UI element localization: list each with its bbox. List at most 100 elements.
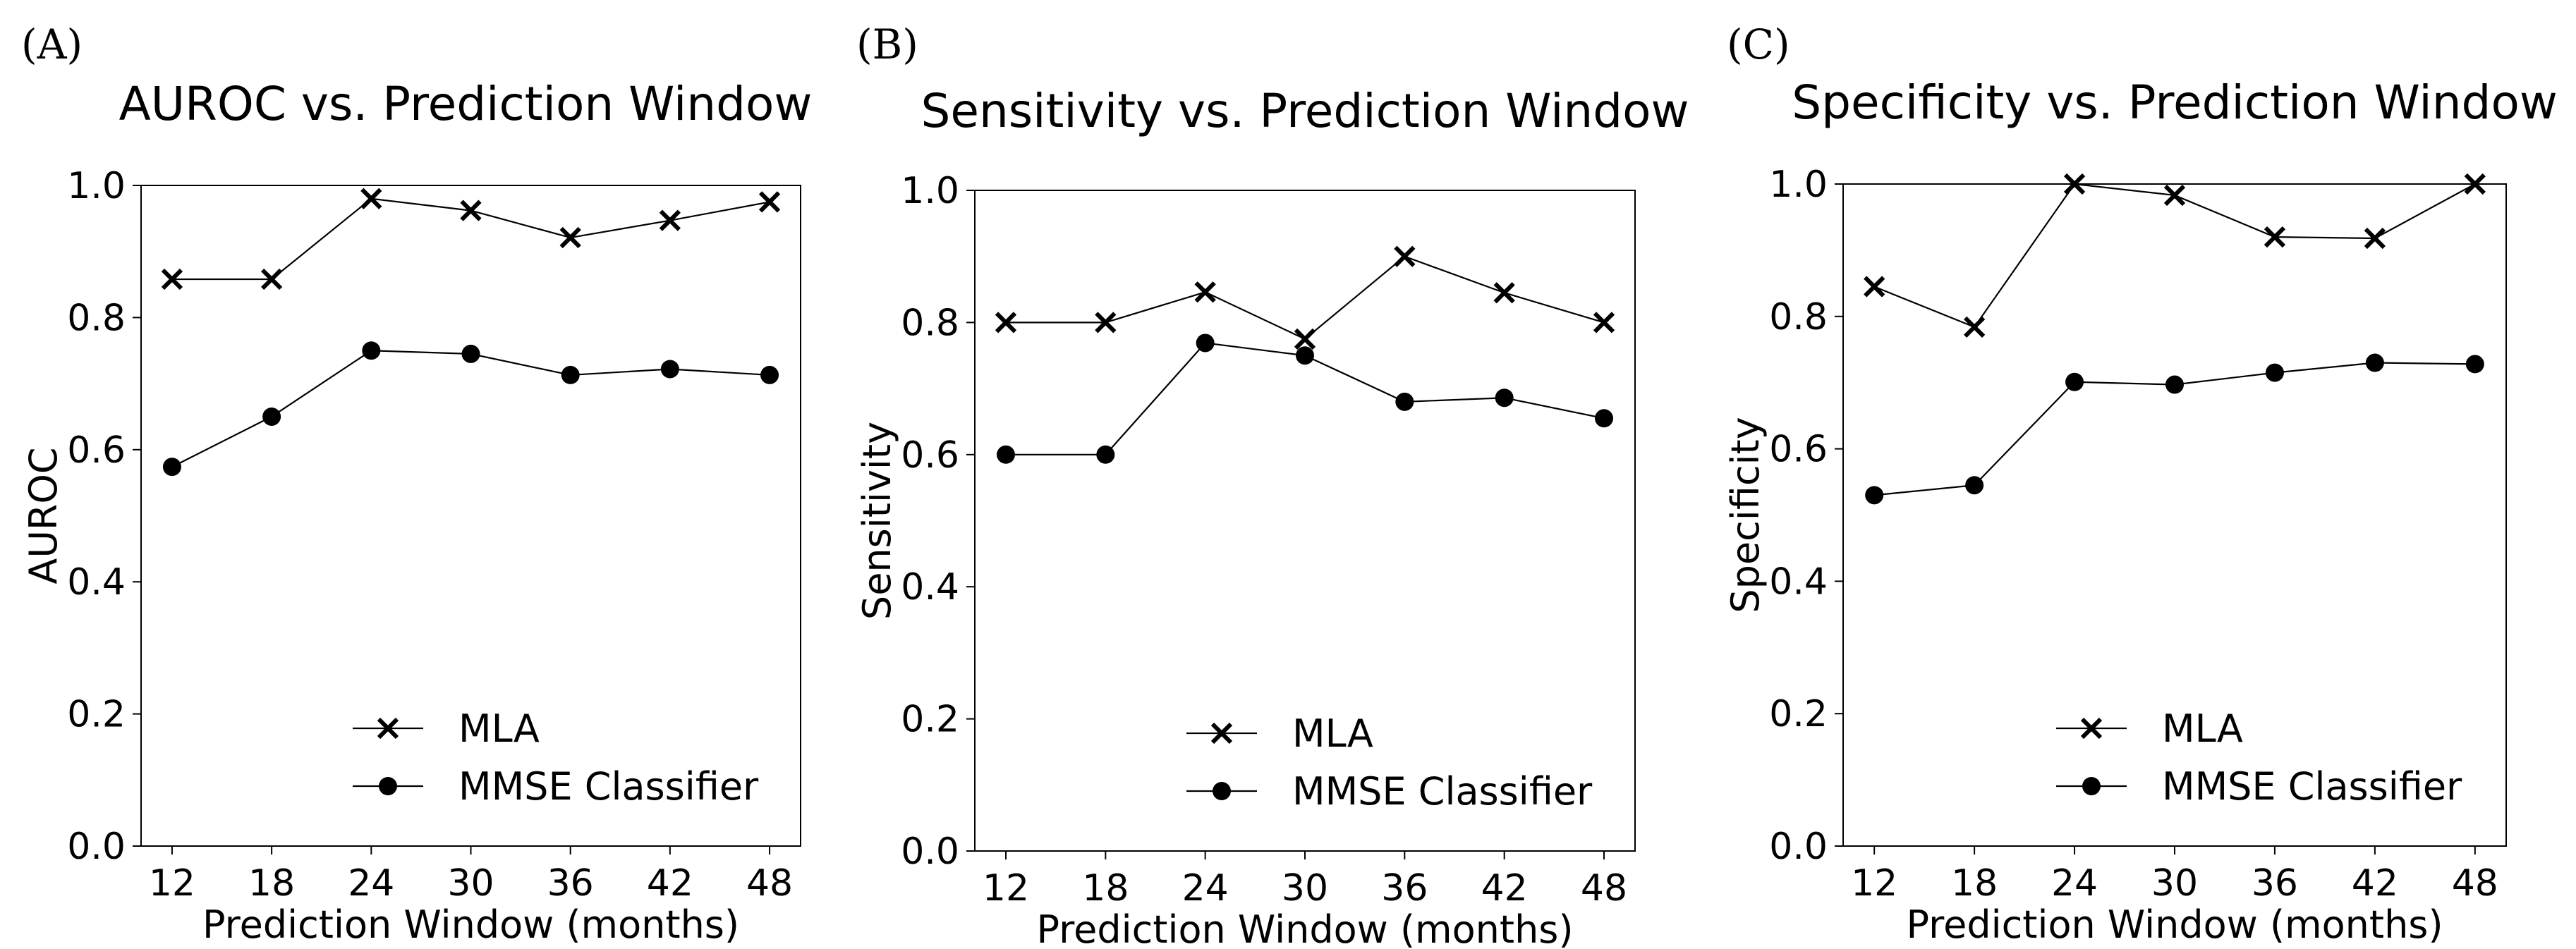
y-tick-label: 0.8 <box>1769 296 1828 338</box>
legend-label: MMSE Classifier <box>2162 764 2462 809</box>
data-point-dot <box>1296 346 1314 365</box>
data-point-dot <box>760 365 779 384</box>
data-point-dot <box>2265 363 2284 382</box>
legend-marker-dot <box>1213 782 1231 800</box>
data-point-x <box>758 191 781 213</box>
y-axis-label: Specificity <box>1723 417 1768 613</box>
y-tick-label: 0.8 <box>901 302 959 344</box>
x-axis-label: Prediction Window (months) <box>202 902 739 947</box>
data-point-dot <box>461 344 480 363</box>
data-point-x <box>1194 281 1216 303</box>
x-tick-label: 30 <box>447 862 494 905</box>
data-point-x <box>1493 282 1515 304</box>
x-tick-label: 12 <box>1851 862 1897 905</box>
data-point-dot <box>262 407 281 426</box>
x-tick-label: 42 <box>2352 862 2398 905</box>
y-tick-label: 1.0 <box>901 170 959 212</box>
y-tick-label: 0.6 <box>901 434 959 477</box>
y-tick-label: 1.0 <box>1769 164 1828 206</box>
data-point-x <box>1095 312 1117 333</box>
x-tick-label: 30 <box>1282 867 1328 910</box>
data-point-dot <box>162 458 181 477</box>
panel-label: (A) <box>21 20 83 68</box>
legend-marker-x <box>377 717 399 740</box>
y-axis-label: Sensitivity <box>855 422 899 620</box>
data-point-x <box>2464 173 2486 195</box>
data-point-x <box>659 209 681 231</box>
x-tick-label: 48 <box>1581 867 1627 910</box>
series-mla <box>1864 173 2486 338</box>
x-tick-label: 18 <box>1951 862 1998 905</box>
series-line <box>1005 255 1605 341</box>
data-point-dot <box>2365 353 2384 372</box>
x-tick-label: 36 <box>547 862 594 905</box>
chart-panel-2: (B)Sensitivity vs. Prediction Window 0.0 0… <box>855 20 1689 949</box>
data-point-dot <box>1865 486 1884 505</box>
x-tick-label: 48 <box>2452 862 2498 905</box>
x-axis-label: Prediction Window (months) <box>1906 902 2443 947</box>
data-point-dot <box>1965 476 1984 495</box>
x-tick-label: 24 <box>2051 862 2098 905</box>
legend-label: MLA <box>2162 706 2243 751</box>
data-point-x <box>2264 226 2286 248</box>
data-point-dot <box>2165 375 2184 394</box>
x-axis-label: Prediction Window (months) <box>1036 907 1573 949</box>
panel-label: (B) <box>856 20 918 68</box>
data-point-x <box>2163 184 2186 207</box>
data-point-dot <box>1196 333 1215 353</box>
data-point-dot <box>660 360 679 379</box>
data-point-dot <box>362 341 381 360</box>
x-tick-label: 48 <box>746 862 793 905</box>
x-tick-label: 42 <box>1481 867 1528 910</box>
chart-title: AUROC vs. Prediction Window <box>119 77 813 131</box>
series-mmse-classifier <box>162 341 779 477</box>
y-axis-label: AUROC <box>21 447 66 584</box>
data-point-dot <box>1495 388 1514 408</box>
legend-marker-dot <box>379 777 397 795</box>
legend-label: MLA <box>458 706 540 751</box>
legend-label: MMSE Classifier <box>1292 769 1593 814</box>
x-tick-label: 18 <box>1082 867 1129 910</box>
legend: MLA MMSE Classifier <box>353 706 759 809</box>
legend-label: MLA <box>1292 711 1373 756</box>
data-point-dot <box>1595 409 1614 428</box>
data-point-x <box>1394 245 1416 267</box>
y-tick-label: 0.0 <box>1769 826 1828 868</box>
data-point-x <box>559 226 581 249</box>
chart-panel-3: (C)Specificity vs. Prediction Window 0.0 0… <box>1723 20 2558 947</box>
series-mmse-classifier <box>1865 353 2484 505</box>
chart-panel-1: (A) AUROC vs. Prediction Window 0.0 0.2 0.4 0… <box>21 20 812 947</box>
x-tick-label: 36 <box>1381 867 1428 910</box>
y-tick-label: 0.0 <box>901 831 959 873</box>
y-tick-label: 0.4 <box>1769 561 1828 603</box>
data-point-x <box>2063 173 2086 195</box>
legend-label: MMSE Classifier <box>458 764 759 809</box>
x-tick-label: 30 <box>2151 862 2198 905</box>
data-point-x <box>1294 328 1316 350</box>
y-tick-label: 0.6 <box>1769 429 1828 471</box>
data-point-dot <box>1395 392 1414 411</box>
data-point-x <box>161 268 183 290</box>
series-mmse-classifier <box>996 333 1614 464</box>
x-tick-label: 36 <box>2252 862 2298 905</box>
x-tick-label: 24 <box>348 862 394 905</box>
data-point-dot <box>2065 372 2084 391</box>
y-tick-label: 0.0 <box>67 826 126 868</box>
series-line <box>171 350 770 468</box>
series-mla <box>161 188 781 290</box>
legend-marker-dot <box>2082 777 2101 795</box>
series-line <box>1873 183 2476 329</box>
y-tick-label: 1.0 <box>67 165 126 207</box>
data-point-x <box>1963 316 1986 338</box>
y-tick-label: 0.4 <box>901 566 959 608</box>
panel-label: (C) <box>1727 20 1790 68</box>
y-tick-label: 0.6 <box>67 429 126 472</box>
data-point-x <box>1593 312 1615 333</box>
legend-marker-x <box>2080 717 2103 740</box>
data-point-x <box>2364 227 2386 250</box>
legend-marker-x <box>1210 722 1233 745</box>
data-point-x <box>261 268 283 290</box>
data-point-dot <box>996 445 1015 464</box>
data-point-dot <box>2465 355 2484 374</box>
